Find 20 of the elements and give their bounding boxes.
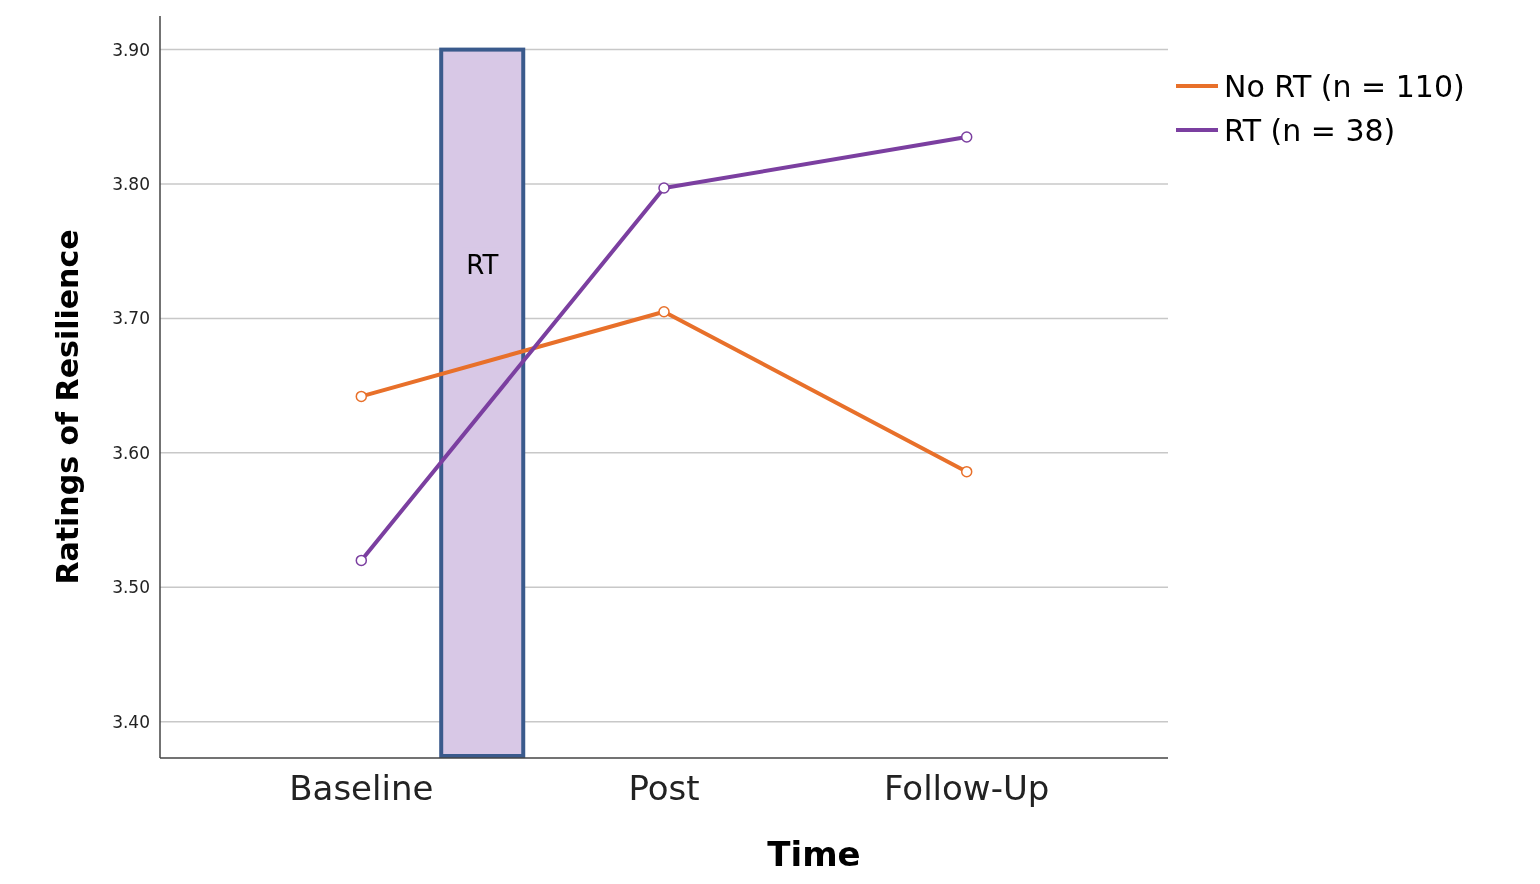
band-label: RT: [466, 249, 499, 280]
y-tick-label: 3.90: [112, 39, 150, 60]
point: [960, 131, 973, 143]
y-tick-label: 3.50: [112, 577, 150, 598]
point: [960, 465, 973, 478]
x-tick-label: Baseline: [289, 768, 434, 808]
point: [658, 182, 670, 194]
legend-label: No RT (n = 110): [1224, 68, 1465, 104]
x-tick-label: Post: [628, 768, 700, 808]
y-tick-label: 3.40: [112, 711, 150, 732]
point: [355, 390, 368, 403]
x-axis-title: Time: [767, 834, 861, 874]
y-tick-label: 3.70: [112, 308, 150, 329]
point: [355, 554, 368, 567]
point: [658, 305, 670, 318]
legend-label: RT (n = 38): [1224, 112, 1396, 148]
y-tick-label: 3.60: [112, 442, 150, 463]
x-tick-label: Follow-Up: [884, 768, 1050, 808]
y-axis-title: Ratings of Resilience: [50, 229, 85, 585]
y-tick-label: 3.80: [112, 173, 150, 194]
